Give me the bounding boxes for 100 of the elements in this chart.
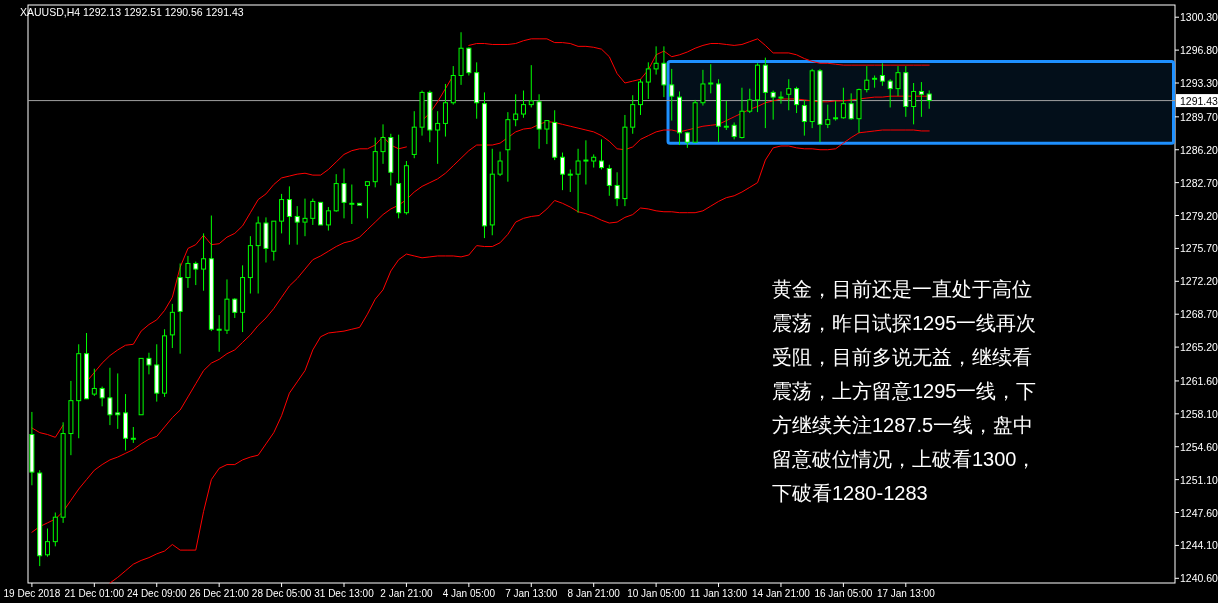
x-tick-label: 2 Jan 21:00 — [380, 588, 433, 599]
candlestick — [864, 65, 870, 93]
x-tick-label: 14 Jan 21:00 — [752, 588, 811, 599]
candlestick — [848, 92, 854, 121]
candlestick — [833, 100, 839, 122]
candlestick — [45, 527, 51, 558]
candlestick — [349, 184, 355, 225]
x-tick-label: 16 Jan 05:00 — [814, 588, 873, 599]
candlestick — [559, 152, 565, 191]
candlestick — [599, 138, 604, 170]
x-tick-label: 7 Jan 13:00 — [505, 588, 558, 599]
candlestick — [115, 372, 121, 430]
candlestick — [146, 352, 152, 375]
candlestick — [614, 171, 620, 207]
candlestick — [723, 100, 729, 131]
candlestick — [770, 90, 776, 121]
candlestick — [708, 63, 714, 94]
candlestick — [638, 78, 644, 116]
y-tick-label: 1289.70 — [1180, 110, 1218, 123]
y-tick-label: 1293.30 — [1180, 77, 1218, 90]
y-tick-label: 1268.70 — [1180, 308, 1218, 321]
candlestick — [840, 87, 846, 120]
y-tick-label: 1251.10 — [1180, 473, 1218, 486]
candlestick — [302, 198, 308, 237]
candlestick — [575, 148, 581, 214]
y-tick-label: 1296.80 — [1180, 44, 1218, 57]
y-tick-label: 1300.30 — [1180, 11, 1218, 24]
candlestick — [825, 104, 831, 129]
candlestick — [879, 62, 885, 87]
candlestick — [528, 64, 534, 108]
candlestick — [700, 69, 706, 107]
candlestick — [193, 261, 199, 286]
x-tick-label: 26 Dec 21:00 — [189, 588, 250, 599]
y-tick-label: 1282.70 — [1180, 176, 1218, 189]
candlestick — [544, 120, 550, 145]
candlestick — [294, 205, 300, 246]
y-tick-label: 1272.20 — [1180, 275, 1218, 288]
candlestick — [918, 81, 924, 118]
y-tick-label: 1244.10 — [1180, 539, 1218, 552]
candlestick — [653, 45, 659, 76]
candlestick — [872, 74, 878, 89]
candlestick — [185, 255, 191, 289]
candlestick — [606, 164, 612, 197]
candlestick — [661, 45, 667, 98]
candlestick — [325, 206, 331, 232]
candlestick — [380, 123, 386, 165]
ref-line-label: 1291.43 — [1180, 94, 1218, 107]
candlestick — [442, 83, 448, 138]
candlestick — [794, 86, 800, 114]
y-tick-label: 1279.20 — [1180, 209, 1218, 222]
candlestick — [279, 193, 285, 234]
candlestick — [513, 93, 519, 127]
y-tick-label: 1247.60 — [1180, 506, 1218, 519]
candlestick — [669, 68, 675, 122]
candlestick — [341, 168, 347, 219]
x-tick-label: 24 Dec 09:00 — [126, 588, 187, 599]
candlestick — [895, 65, 901, 97]
candlestick — [99, 386, 105, 407]
x-tick-label: 21 Dec 01:00 — [64, 588, 125, 599]
candlestick — [926, 89, 932, 110]
candlestick — [364, 181, 370, 219]
y-tick-label: 1286.20 — [1180, 143, 1218, 156]
x-tick-label: 28 Dec 05:00 — [251, 588, 312, 599]
x-tick-label: 10 Jan 05:00 — [627, 588, 686, 599]
candlestick — [583, 139, 589, 186]
candlestick — [887, 78, 893, 108]
candlestick — [435, 110, 441, 165]
candlestick — [747, 88, 753, 114]
candlestick — [778, 90, 784, 105]
x-tick-label: 8 Jan 21:00 — [567, 588, 621, 599]
candlestick — [216, 314, 222, 353]
candlestick — [232, 297, 238, 319]
candlestick — [107, 367, 113, 426]
candlestick — [645, 61, 651, 100]
candlestick — [911, 82, 917, 125]
candlestick — [318, 201, 324, 226]
candlestick — [567, 168, 573, 193]
x-tick-label: 17 Jan 13:00 — [876, 588, 936, 599]
annotation: 黄金，目前还是一直处于高位震荡，昨日试探1295一线再次受阻，目前多说无益，继续看震荡，上方留意1295一线，下方继续关注1287.5一线，盘中留意破位情况，上破看1300，下破看1280-1283 — [772, 277, 1038, 506]
candlestick — [786, 78, 792, 111]
y-tick-label: 1275.70 — [1180, 242, 1218, 255]
candlestick — [255, 215, 261, 295]
x-tick-label: 4 Jan 05:00 — [442, 588, 496, 599]
candlestick — [630, 94, 636, 135]
candlestick — [91, 368, 97, 397]
y-tick-label: 1261.60 — [1180, 374, 1218, 387]
candlestick — [801, 99, 807, 137]
y-tick-label: 1254.60 — [1180, 440, 1218, 453]
candlestick — [286, 185, 292, 246]
candlestick — [169, 303, 175, 349]
x-tick-label: 31 Dec 13:00 — [314, 588, 375, 599]
candlestick — [201, 232, 207, 292]
y-tick-label: 1265.20 — [1180, 341, 1218, 354]
candlestick — [310, 198, 316, 226]
y-tick-label: 1240.60 — [1180, 572, 1218, 585]
y-tick-label: 1258.10 — [1180, 407, 1218, 420]
x-tick-label: 19 Dec 2018 — [3, 588, 61, 599]
x-tick-label: 11 Jan 13:00 — [689, 588, 748, 599]
chart-title: XAUUSD,H4 1292.13 1292.51 1290.56 1291.43 — [20, 6, 244, 18]
candlestick — [520, 90, 526, 119]
